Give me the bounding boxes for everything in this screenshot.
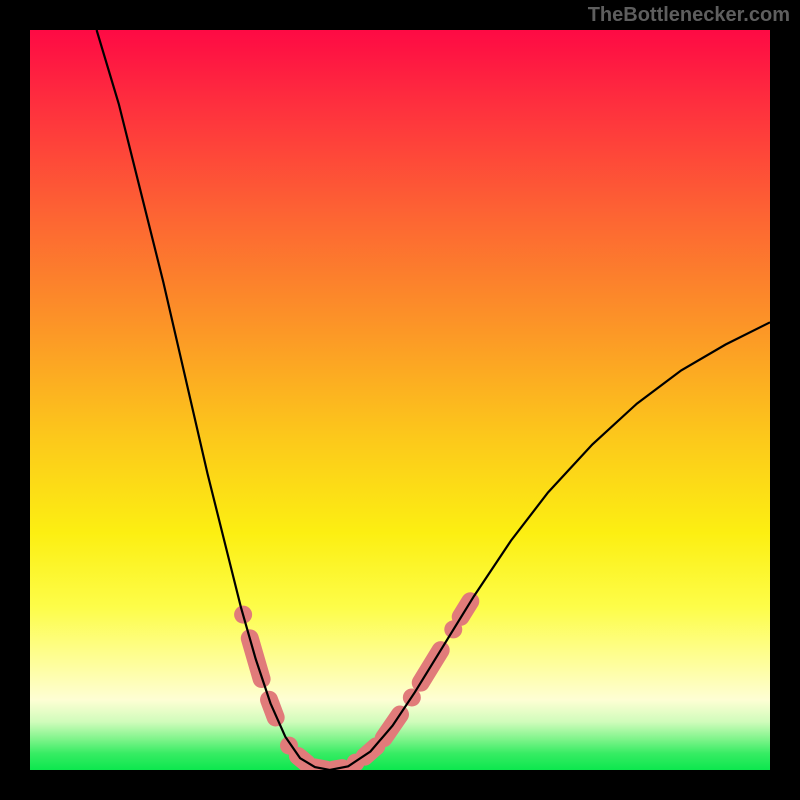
plot-area (30, 30, 770, 770)
watermark-text: TheBottlenecker.com (588, 4, 790, 27)
chart-frame: TheBottlenecker.com (0, 0, 800, 800)
chart-svg (30, 30, 770, 770)
gradient-background (30, 30, 770, 770)
